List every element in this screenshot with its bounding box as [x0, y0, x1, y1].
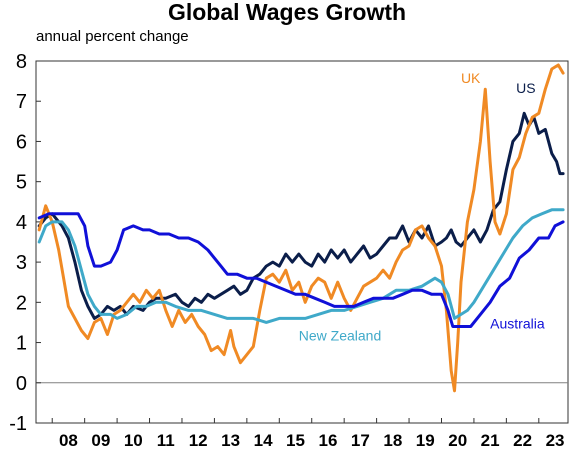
series-lines [37, 63, 565, 393]
y-tick-label: 5 [16, 172, 27, 194]
chart-title: Global Wages Growth [168, 0, 406, 25]
series-labels: UK US New Zealand Australia [299, 70, 545, 343]
x-tick-label: 19 [416, 431, 435, 450]
y-tick-label: 8 [16, 51, 27, 73]
chart-subtitle: annual percent change [36, 28, 189, 45]
plot-area-frame [35, 60, 569, 424]
series-line-new-zealand [37, 208, 565, 324]
x-tick-label: 09 [91, 431, 110, 450]
x-tick-label: 14 [254, 431, 273, 450]
x-tick-label: 17 [351, 431, 370, 450]
y-tick-label: 7 [16, 91, 27, 113]
series-label-australia: Australia [490, 315, 545, 331]
x-tick-label: 12 [189, 431, 208, 450]
y-tick-label: 1 [16, 333, 27, 355]
x-tick-label: 10 [124, 431, 143, 450]
x-tick-label: 16 [318, 431, 337, 450]
x-tick-label: 13 [221, 431, 240, 450]
x-axis: 08 09 10 11 12 13 14 15 16 17 18 19 20 21 22 23 [51, 418, 565, 450]
y-tick-label: 3 [16, 252, 27, 274]
series-line-australia [37, 212, 565, 328]
y-axis: -1 0 1 2 3 4 5 6 7 8 [9, 51, 41, 435]
x-tick-label: 22 [513, 431, 532, 450]
y-tick-label: 4 [16, 212, 27, 234]
x-tick-label: 23 [546, 431, 565, 450]
y-tick-label: 6 [16, 131, 27, 153]
x-tick-label: 08 [59, 431, 78, 450]
x-tick-label: 21 [481, 431, 500, 450]
series-label-new-zealand: New Zealand [299, 328, 382, 344]
x-tick-label: 11 [157, 431, 175, 450]
y-tick-label: 0 [16, 373, 27, 395]
x-tick-label: 20 [448, 431, 467, 450]
x-tick-label: 15 [286, 431, 305, 450]
y-tick-label: 2 [16, 292, 27, 314]
series-label-uk: UK [461, 70, 481, 86]
series-label-us: US [516, 80, 535, 96]
y-tick-label: -1 [9, 413, 27, 435]
x-tick-label: 18 [383, 431, 402, 450]
